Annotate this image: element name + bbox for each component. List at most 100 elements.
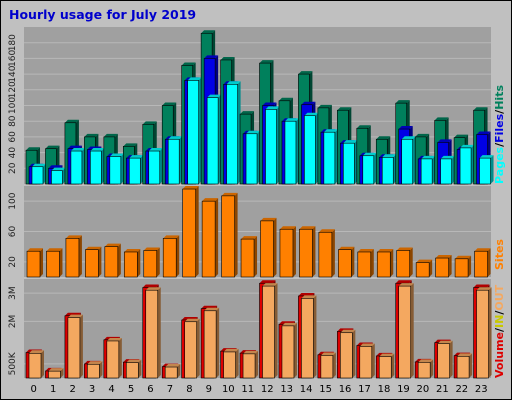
bar-pages-13 [284,118,299,185]
bar-out-17-top [359,343,375,347]
y-tick-1-0: 20 [8,256,18,268]
hour-label-16: 16 [339,384,352,395]
bar-pages-23 [479,155,494,185]
bar-sites-1-top [46,248,63,252]
bar-sites-19-side [409,247,413,277]
bar-hits-12-top [259,60,274,64]
bar-pages-0-face [31,166,44,185]
bar-sites-16-face [338,249,352,278]
bar-out-6-top [145,287,161,291]
bar-sites-0 [26,248,43,278]
bar-out-9-side [216,307,220,378]
bar-out-13 [281,322,297,379]
hour-labels: 0 1 2 3 4 5 6 7 8 9 10 11 12 13 14 15 16 17 18 19 20 21 22 23 [31,384,488,395]
bar-out-23-side [488,287,492,378]
hour-label-6: 6 [147,384,153,395]
bar-out-13-top [281,322,297,326]
bar-out-7-top [165,364,181,368]
bar-sites-1-face [46,250,60,278]
bar-out-3-face [87,363,100,379]
bar-out-17 [359,343,375,379]
bar-pages-8-face [187,80,199,185]
bar-pages-2-top [70,148,85,152]
bar-sites-13-top [279,226,296,230]
bar-out-8-top [184,318,200,322]
bar-sites-20-face [415,262,430,278]
bar-out-18-side [391,353,395,378]
bar-pages-2-face [70,150,83,185]
bar-sites-12 [260,217,277,278]
bar-pages-23-top [479,155,494,159]
bar-sites-10-top [221,192,238,196]
bar-pages-20-top [421,155,436,159]
bar-pages-2 [70,148,85,185]
hour-label-5: 5 [128,384,134,395]
bar-out-5-top [126,359,142,363]
bar-volume-6-top [142,284,159,288]
bar-sites-20-side [429,259,433,277]
bar-pages-20-face [420,158,433,185]
bar-out-4-face [106,340,120,379]
bar-sites-6-top [143,247,160,251]
bar-sites-6 [143,247,160,278]
y-tick-0-5: 120 [8,81,18,98]
bar-pages-19 [401,136,416,185]
bar-sites-3-top [85,246,102,250]
y-tick-0-8: 180 [8,34,18,51]
bar-out-10 [223,348,239,379]
bar-out-21-face [437,343,450,379]
bar-sites-4 [104,243,121,278]
hour-label-20: 20 [417,384,430,395]
bar-out-22-face [456,356,470,379]
hour-label-21: 21 [436,384,449,395]
hour-label-15: 15 [319,384,332,395]
bar-sites-10-side [234,192,238,277]
bar-out-15-top [320,352,336,356]
legend-out: OUT [493,284,506,310]
hour-label-12: 12 [261,384,274,395]
bar-pages-10-face [226,84,238,185]
bar-out-14 [301,295,317,379]
bar-hits-6-top [142,121,157,125]
bar-sites-5-side [137,248,141,277]
bar-sites-8-top [182,186,199,190]
bar-sites-0-top [27,248,43,252]
bar-out-14-top [301,295,317,299]
bar-sites-7-face [162,238,177,278]
bar-sites-10 [221,192,238,278]
bar-pages-13-top [284,118,299,122]
legend-sep-4: / [493,310,506,315]
bar-out-20-face [417,362,431,379]
bar-out-19-side [410,283,414,378]
bar-sites-12-top [260,217,277,221]
bar-out-11 [242,350,259,379]
y-tick-0-1: 40 [8,147,18,159]
bar-sites-22-side [468,255,472,277]
bar-sites-9 [201,198,219,278]
bar-out-11-side [255,350,259,378]
bar-out-9-top [204,307,220,311]
bar-pages-22 [459,144,475,185]
bar-hits-5-top [123,143,138,147]
bar-sites-17-top [357,248,374,252]
bar-out-12 [262,283,278,379]
hour-label-18: 18 [378,384,391,395]
bar-pages-5-top [129,155,144,159]
bar-pages-22-top [460,144,475,148]
bar-hits-9-top [201,30,216,34]
bar-pages-11-top [246,130,261,134]
bar-hits-20-top [415,133,430,137]
bar-pages-7 [167,136,183,185]
bar-sites-17-face [357,251,372,278]
bar-sites-23-side [487,248,491,277]
bar-sites-15 [318,229,335,278]
bar-sites-22-top [455,255,472,259]
bar-pages-15-face [323,131,336,185]
bar-pages-18 [381,154,397,185]
bar-files-21-top [437,139,452,143]
bar-hits-0-top [26,147,40,151]
bar-pages-3 [90,148,105,185]
bar-sites-12-face [260,220,274,278]
bar-out-2 [67,314,83,379]
